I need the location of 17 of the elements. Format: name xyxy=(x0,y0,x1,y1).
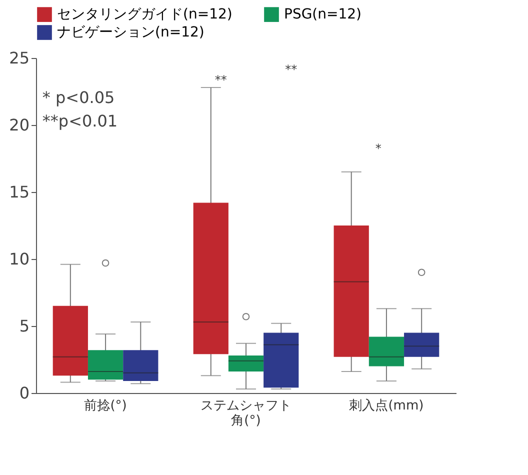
annotation: * xyxy=(375,141,382,156)
y-tick-label: 0 xyxy=(19,384,30,402)
x-tick-label: ステムシャフト角(°) xyxy=(200,398,292,428)
y-tick-label: 25 xyxy=(9,48,30,68)
x-tick-label: 前捻(°) xyxy=(84,398,127,414)
y-tick-label: 20 xyxy=(9,116,30,134)
y-tick-label: 15 xyxy=(9,182,30,202)
legend-label: ナビゲーション(n=12) xyxy=(57,24,204,40)
annotation: * p<0.05 xyxy=(42,88,115,108)
annotation: ** xyxy=(214,72,227,87)
legend-label: PSG(n=12) xyxy=(284,6,362,23)
legend-label: センタリングガイド(n=12) xyxy=(57,6,232,23)
y-tick-label: 10 xyxy=(9,250,30,268)
x-tick-label: 刺入点(mm) xyxy=(349,398,424,414)
annotation: **p<0.01 xyxy=(42,112,118,131)
y-tick-label: 5 xyxy=(19,316,30,336)
annotation: ** xyxy=(285,62,298,77)
